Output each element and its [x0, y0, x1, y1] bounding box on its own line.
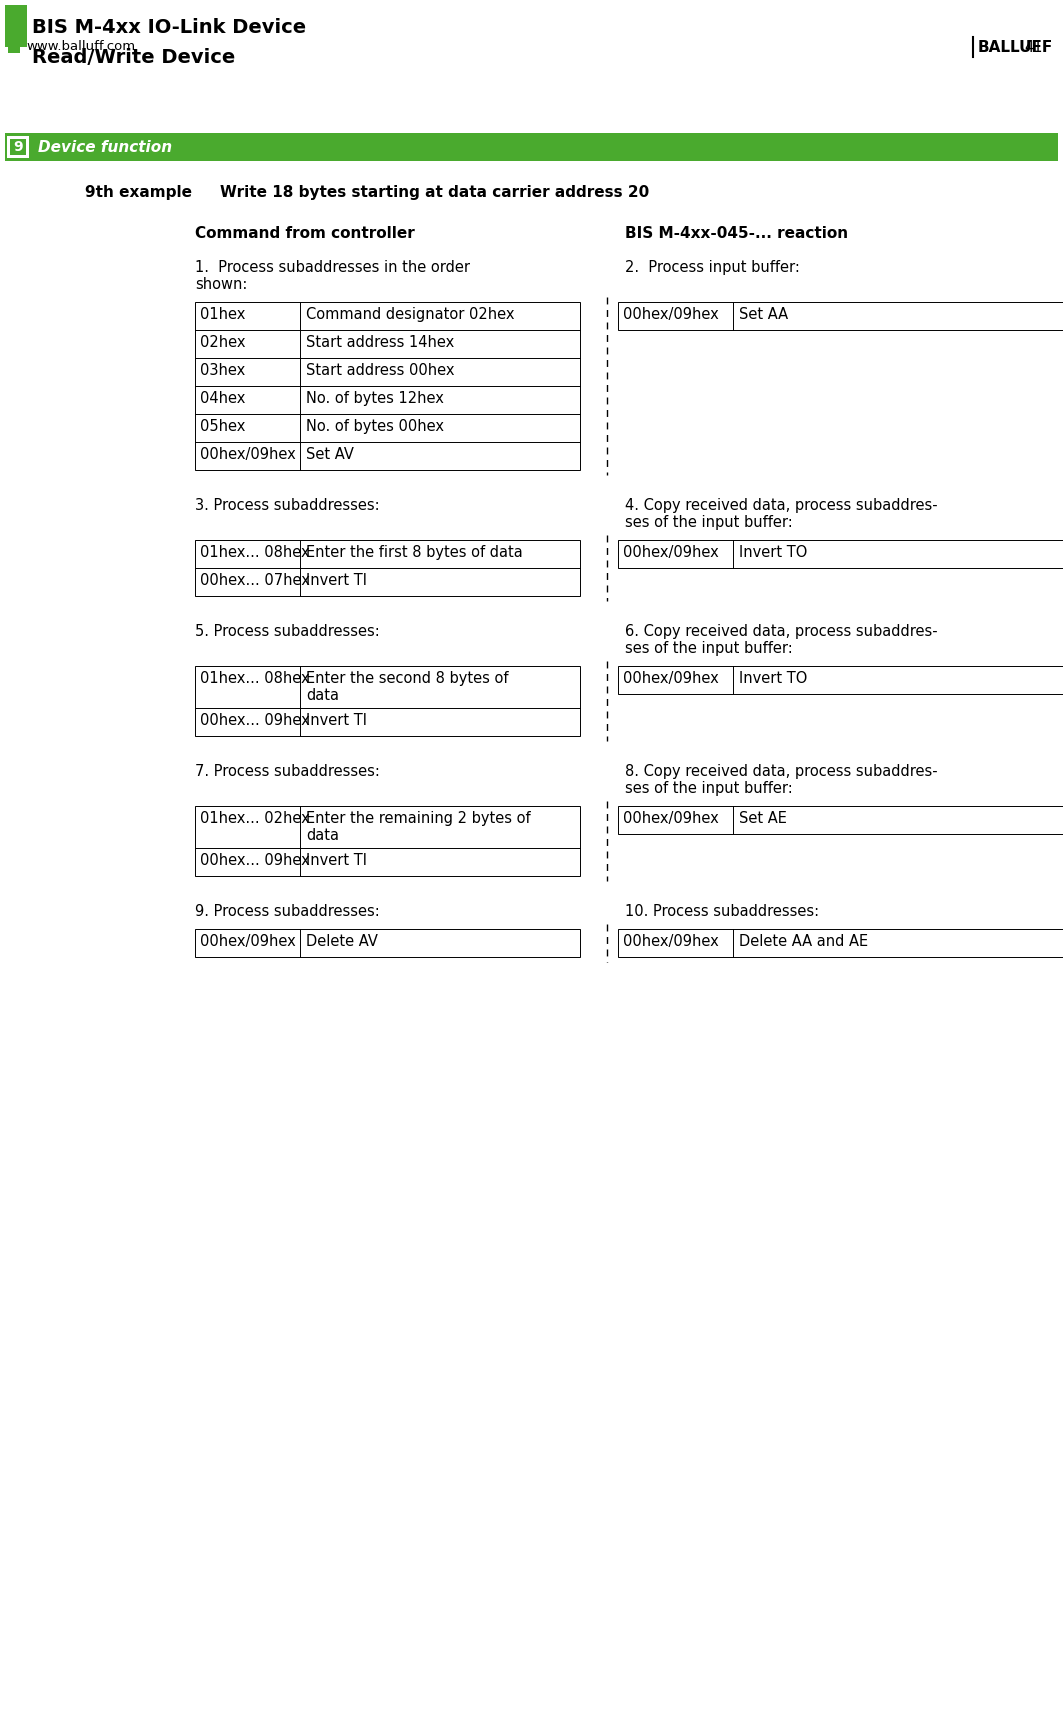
- Text: 01hex... 08hex: 01hex... 08hex: [200, 546, 309, 559]
- Bar: [7, 136, 29, 158]
- Text: 9th example: 9th example: [85, 185, 192, 201]
- Bar: [618, 807, 1063, 834]
- Text: 7. Process subaddresses:: 7. Process subaddresses:: [195, 764, 379, 779]
- Text: 5. Process subaddresses:: 5. Process subaddresses:: [195, 625, 379, 638]
- Text: 01hex... 08hex: 01hex... 08hex: [200, 671, 309, 686]
- Text: ses of the input buffer:: ses of the input buffer:: [625, 781, 793, 796]
- Text: Invert TO: Invert TO: [739, 546, 808, 559]
- Text: ses of the input buffer:: ses of the input buffer:: [625, 642, 793, 656]
- Text: Device function: Device function: [38, 139, 172, 154]
- Text: 00hex/09hex: 00hex/09hex: [200, 934, 296, 949]
- Text: BALLUFF: BALLUFF: [978, 39, 1053, 55]
- Text: shown:: shown:: [195, 276, 248, 292]
- Text: Enter the remaining 2 bytes of
data: Enter the remaining 2 bytes of data: [306, 812, 530, 843]
- Text: No. of bytes 00hex: No. of bytes 00hex: [306, 419, 444, 434]
- Text: Start address 14hex: Start address 14hex: [306, 335, 454, 350]
- Text: ses of the input buffer:: ses of the input buffer:: [625, 515, 793, 530]
- Text: Invert TI: Invert TI: [306, 714, 367, 728]
- Text: 05hex: 05hex: [200, 419, 246, 434]
- Bar: [10, 139, 26, 154]
- Text: Start address 00hex: Start address 00hex: [306, 364, 455, 378]
- Text: 00hex/09hex: 00hex/09hex: [623, 307, 719, 323]
- Text: 8. Copy received data, process subaddres-: 8. Copy received data, process subaddres…: [625, 764, 938, 779]
- Text: 41: 41: [1025, 39, 1043, 55]
- Text: Delete AA and AE: Delete AA and AE: [739, 934, 868, 949]
- Text: Invert TI: Invert TI: [306, 573, 367, 589]
- Text: 00hex... 09hex: 00hex... 09hex: [200, 714, 309, 728]
- Text: 00hex... 09hex: 00hex... 09hex: [200, 853, 309, 868]
- Text: 00hex/09hex: 00hex/09hex: [200, 446, 296, 462]
- Text: 9. Process subaddresses:: 9. Process subaddresses:: [195, 904, 379, 920]
- Bar: [195, 807, 580, 875]
- Bar: [618, 928, 1063, 958]
- Text: 2.  Process input buffer:: 2. Process input buffer:: [625, 261, 799, 275]
- Text: 9: 9: [13, 141, 22, 154]
- Text: Delete AV: Delete AV: [306, 934, 377, 949]
- Text: Command from controller: Command from controller: [195, 227, 415, 240]
- Text: 3. Process subaddresses:: 3. Process subaddresses:: [195, 498, 379, 513]
- Text: BIS M-4xx IO-Link Device: BIS M-4xx IO-Link Device: [32, 17, 306, 38]
- Text: 01hex: 01hex: [200, 307, 246, 323]
- Bar: [195, 928, 580, 958]
- Text: 04hex: 04hex: [200, 391, 246, 407]
- Bar: [618, 666, 1063, 693]
- Text: Invert TO: Invert TO: [739, 671, 808, 686]
- Text: Set AA: Set AA: [739, 307, 788, 323]
- Bar: [618, 541, 1063, 568]
- Text: 00hex/09hex: 00hex/09hex: [623, 812, 719, 825]
- Bar: [9, 41, 20, 53]
- Text: 10. Process subaddresses:: 10. Process subaddresses:: [625, 904, 820, 920]
- Text: 6. Copy received data, process subaddres-: 6. Copy received data, process subaddres…: [625, 625, 938, 638]
- Text: 02hex: 02hex: [200, 335, 246, 350]
- Bar: [618, 302, 1063, 329]
- Text: Write 18 bytes starting at data carrier address 20: Write 18 bytes starting at data carrier …: [220, 185, 649, 201]
- Text: Enter the second 8 bytes of
data: Enter the second 8 bytes of data: [306, 671, 508, 704]
- Bar: [5, 5, 27, 46]
- Bar: [195, 541, 580, 595]
- Bar: [5, 134, 1058, 161]
- Bar: [195, 302, 580, 470]
- Text: www.balluff.com: www.balluff.com: [26, 41, 135, 53]
- Text: Command designator 02hex: Command designator 02hex: [306, 307, 514, 323]
- Text: Enter the first 8 bytes of data: Enter the first 8 bytes of data: [306, 546, 523, 559]
- Text: 03hex: 03hex: [200, 364, 246, 378]
- Text: BIS M-4xx-045-... reaction: BIS M-4xx-045-... reaction: [625, 227, 848, 240]
- Text: No. of bytes 12hex: No. of bytes 12hex: [306, 391, 444, 407]
- Bar: [195, 666, 580, 736]
- Text: Set AE: Set AE: [739, 812, 787, 825]
- Text: 01hex... 02hex: 01hex... 02hex: [200, 812, 309, 825]
- Text: 00hex/09hex: 00hex/09hex: [623, 934, 719, 949]
- Text: 4. Copy received data, process subaddres-: 4. Copy received data, process subaddres…: [625, 498, 938, 513]
- Text: 1.  Process subaddresses in the order: 1. Process subaddresses in the order: [195, 261, 470, 275]
- Text: Set AV: Set AV: [306, 446, 354, 462]
- Text: 00hex/09hex: 00hex/09hex: [623, 546, 719, 559]
- Text: Read/Write Device: Read/Write Device: [32, 48, 235, 67]
- Text: Invert TI: Invert TI: [306, 853, 367, 868]
- Text: 00hex/09hex: 00hex/09hex: [623, 671, 719, 686]
- Text: 00hex... 07hex: 00hex... 07hex: [200, 573, 310, 589]
